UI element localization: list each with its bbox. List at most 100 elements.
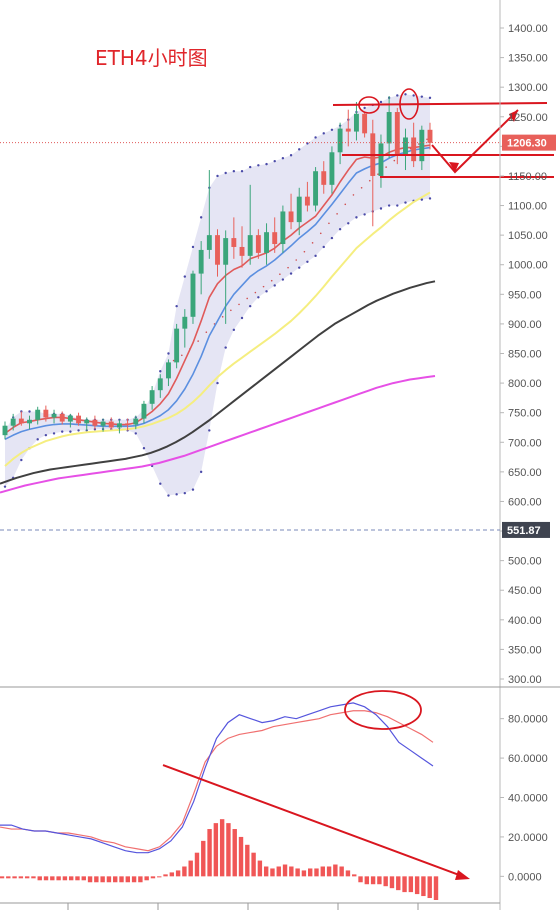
bollinger-lower-dot: [281, 278, 285, 281]
macd-histogram-bar: [213, 823, 219, 877]
macd-histogram-bar: [188, 860, 193, 877]
middle-dot: [344, 203, 347, 206]
candle-body: [255, 235, 261, 253]
bollinger-lower-dot: [248, 304, 252, 308]
candle-body: [231, 238, 237, 247]
price-tick-label: 500.00: [508, 556, 542, 568]
macd-histogram-bar: [106, 876, 112, 883]
candle-body: [345, 128, 351, 132]
bollinger-lower-dot: [338, 228, 342, 231]
candle-body: [43, 409, 49, 418]
candle-body: [223, 238, 229, 265]
bollinger-lower-dot: [355, 216, 358, 219]
price-tick-label: 1400.00: [508, 23, 548, 35]
bollinger-lower-dot: [306, 260, 309, 263]
candle-body: [386, 112, 392, 144]
candle-body: [67, 415, 73, 422]
price-tick-label: 1350.00: [508, 53, 548, 65]
macd-histogram-bar: [226, 823, 231, 877]
macd-histogram-bar: [207, 829, 212, 877]
candle-body: [321, 171, 327, 185]
price-tick-label: 600.00: [508, 496, 542, 508]
price-tick-label: 1000.00: [508, 260, 548, 272]
macd-histogram-bar: [289, 866, 294, 877]
candle-body: [427, 129, 433, 143]
candle-body: [362, 113, 368, 134]
candle-body: [280, 211, 286, 245]
marker-price-label: 551.87: [507, 525, 541, 537]
candle-body: [35, 409, 41, 420]
price-tick-label: 1050.00: [508, 230, 548, 242]
bollinger-lower-dot: [36, 438, 39, 441]
middle-dot: [205, 331, 208, 333]
macd-histogram-bar: [421, 876, 426, 897]
macd-histogram-bar: [182, 866, 187, 877]
macd-histogram-bar: [113, 876, 118, 883]
middle-dot: [181, 354, 183, 357]
macd-histogram-bar: [314, 868, 319, 877]
macd-histogram-bar: [276, 866, 281, 877]
macd-histogram-bar: [87, 876, 93, 883]
bollinger-upper-dot: [404, 93, 407, 96]
macd-tick-label: 40.0000: [508, 793, 548, 805]
bollinger-lower-dot: [134, 432, 137, 435]
bollinger-lower-dot: [379, 207, 383, 210]
candle-body: [329, 152, 335, 185]
macd-k-line: [0, 702, 434, 854]
bollinger-lower-dot: [183, 491, 187, 495]
macd-histogram-bar: [326, 866, 332, 877]
macd-histogram-bar: [157, 876, 162, 878]
bollinger-lower-dot: [347, 222, 350, 225]
macd-histogram-bar: [201, 840, 206, 877]
middle-dot: [246, 297, 248, 300]
bollinger-lower-dot: [428, 197, 432, 200]
middle-dot: [426, 138, 428, 141]
candle-body: [84, 419, 90, 424]
bollinger-upper-dot: [379, 100, 383, 104]
candle-body: [133, 418, 139, 425]
macd-histogram-bar: [31, 876, 36, 879]
bollinger-upper-dot: [216, 174, 219, 178]
middle-dot: [238, 303, 240, 306]
middle-dot: [303, 250, 306, 253]
macd-histogram-bar: [263, 866, 269, 877]
bollinger-lower-dot: [208, 429, 211, 432]
candle-body: [239, 246, 245, 256]
bollinger-upper-dot: [363, 106, 366, 110]
bollinger-upper-dot: [191, 245, 195, 249]
candle-body: [304, 196, 310, 206]
bollinger-lower-dot: [257, 296, 260, 299]
macd-tick-label: 60.0000: [508, 753, 548, 765]
price-tick-label: 1300.00: [508, 82, 548, 94]
bollinger-upper-dot: [257, 164, 260, 167]
bollinger-lower-dot: [159, 482, 162, 485]
macd-histogram-bar: [358, 876, 363, 883]
bollinger-lower-dot: [216, 381, 219, 385]
bollinger-upper-dot: [396, 94, 399, 97]
bollinger-lower-dot: [191, 488, 195, 491]
bollinger-upper-dot: [199, 216, 203, 219]
macd-histogram-bar: [81, 876, 86, 881]
macd-histogram-bar: [62, 876, 68, 881]
bollinger-upper-dot: [167, 352, 170, 355]
price-tick-label: 700.00: [508, 437, 542, 449]
forecast-arrow-head: [509, 110, 518, 122]
price-tick-label: 750.00: [508, 408, 542, 420]
candle-body: [198, 249, 204, 274]
bollinger-lower-dot: [3, 485, 7, 488]
last-price-tag: [502, 134, 556, 151]
candle-body: [313, 171, 319, 206]
candle-body: [108, 421, 114, 428]
bollinger-upper-dot: [224, 171, 227, 175]
bollinger-upper-dot: [428, 96, 432, 100]
middle-dot: [295, 259, 298, 261]
candle-body: [206, 235, 212, 250]
bollinger-upper-dot: [240, 170, 244, 173]
bollinger-lower-dot: [289, 272, 293, 275]
candle-body: [215, 235, 220, 265]
price-tick-label: 800.00: [508, 378, 542, 390]
macd-histogram-bar: [377, 876, 382, 885]
